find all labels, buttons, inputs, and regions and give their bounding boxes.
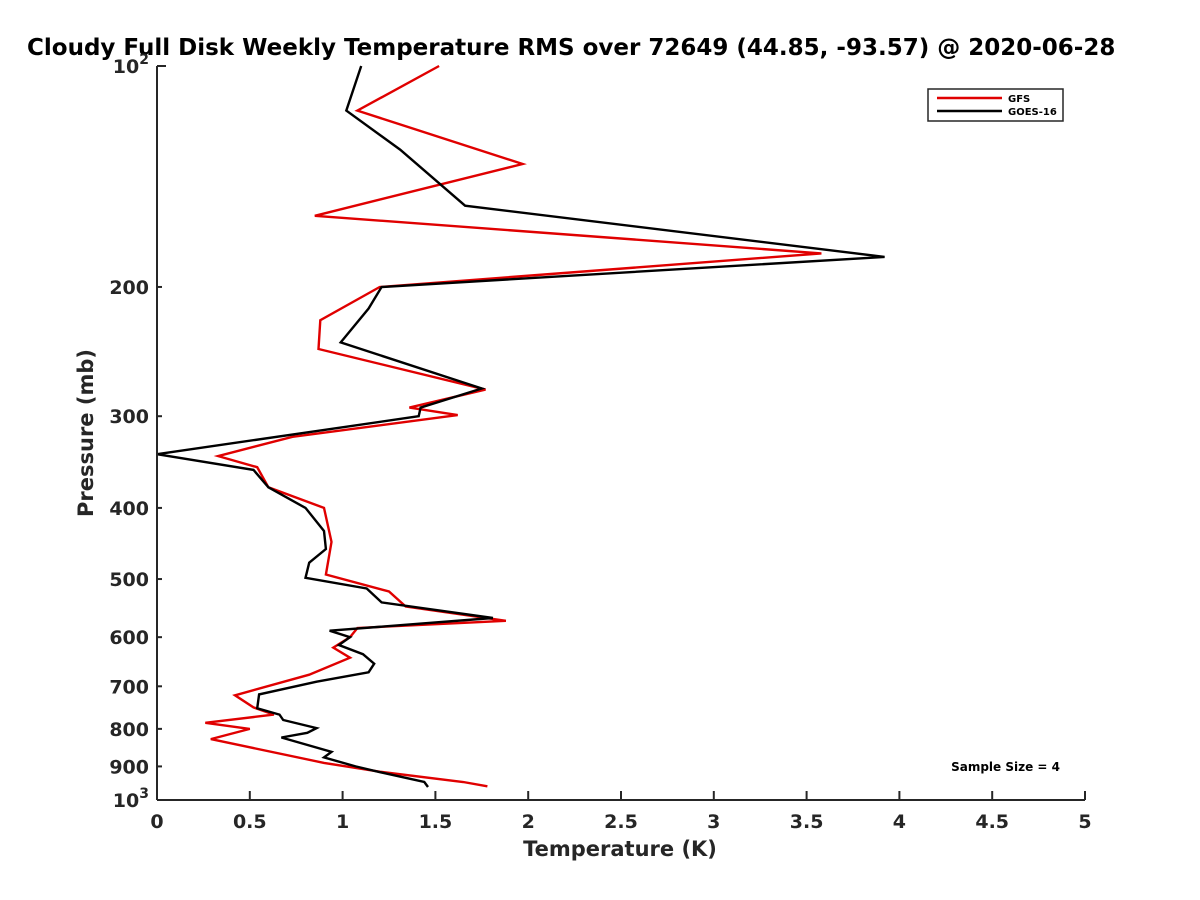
- x-tick-label: 4.5: [975, 811, 1009, 833]
- y-tick-label: 103: [113, 786, 149, 812]
- x-axis-title: Temperature (K): [523, 837, 717, 861]
- legend-box: [927, 88, 1064, 122]
- y-tick-label: 500: [109, 569, 149, 591]
- y-tick-label: 102: [113, 52, 149, 78]
- legend-label: GOES-16: [1008, 107, 1057, 118]
- x-tick-label: 3: [707, 811, 720, 833]
- legend: GFS GOES-16: [927, 88, 1064, 122]
- x-tick-label: 1: [336, 811, 349, 833]
- x-tick-label: 4: [893, 811, 906, 833]
- series-line-2: [156, 65, 885, 788]
- x-tick-label: 0.5: [233, 811, 267, 833]
- y-tick-label: 300: [109, 406, 149, 428]
- x-tick-label: 1.5: [419, 811, 453, 833]
- y-tick-label: 800: [109, 719, 149, 741]
- x-tick-label: 2.5: [604, 811, 638, 833]
- x-tick-label: 0: [150, 811, 163, 833]
- y-tick-label: 600: [109, 627, 149, 649]
- y-tick-label: 200: [109, 277, 149, 299]
- plot-lines: [156, 64, 885, 788]
- y-axis-title: Pressure (mb): [74, 349, 98, 517]
- y-tick-label: 900: [109, 756, 149, 778]
- y-tick-label: 700: [109, 676, 149, 698]
- chart-title: Cloudy Full Disk Weekly Temperature RMS …: [27, 35, 1115, 61]
- y-tick-label: 400: [109, 498, 149, 520]
- legend-label: GFS: [1008, 94, 1030, 105]
- x-tick-label: 3.5: [790, 811, 824, 833]
- sample-size-annotation: Sample Size = 4: [951, 760, 1060, 774]
- x-axis-ticks: 0 0.5 1 1.5 2 2.5 3 3.5 4 4.5 5: [150, 791, 1092, 833]
- y-axis-ticks: 102 200 300 400 500 600 700 800 900 103: [109, 52, 166, 812]
- x-tick-label: 2: [522, 811, 535, 833]
- x-tick-label: 5: [1078, 811, 1091, 833]
- series-line-1: [205, 64, 822, 788]
